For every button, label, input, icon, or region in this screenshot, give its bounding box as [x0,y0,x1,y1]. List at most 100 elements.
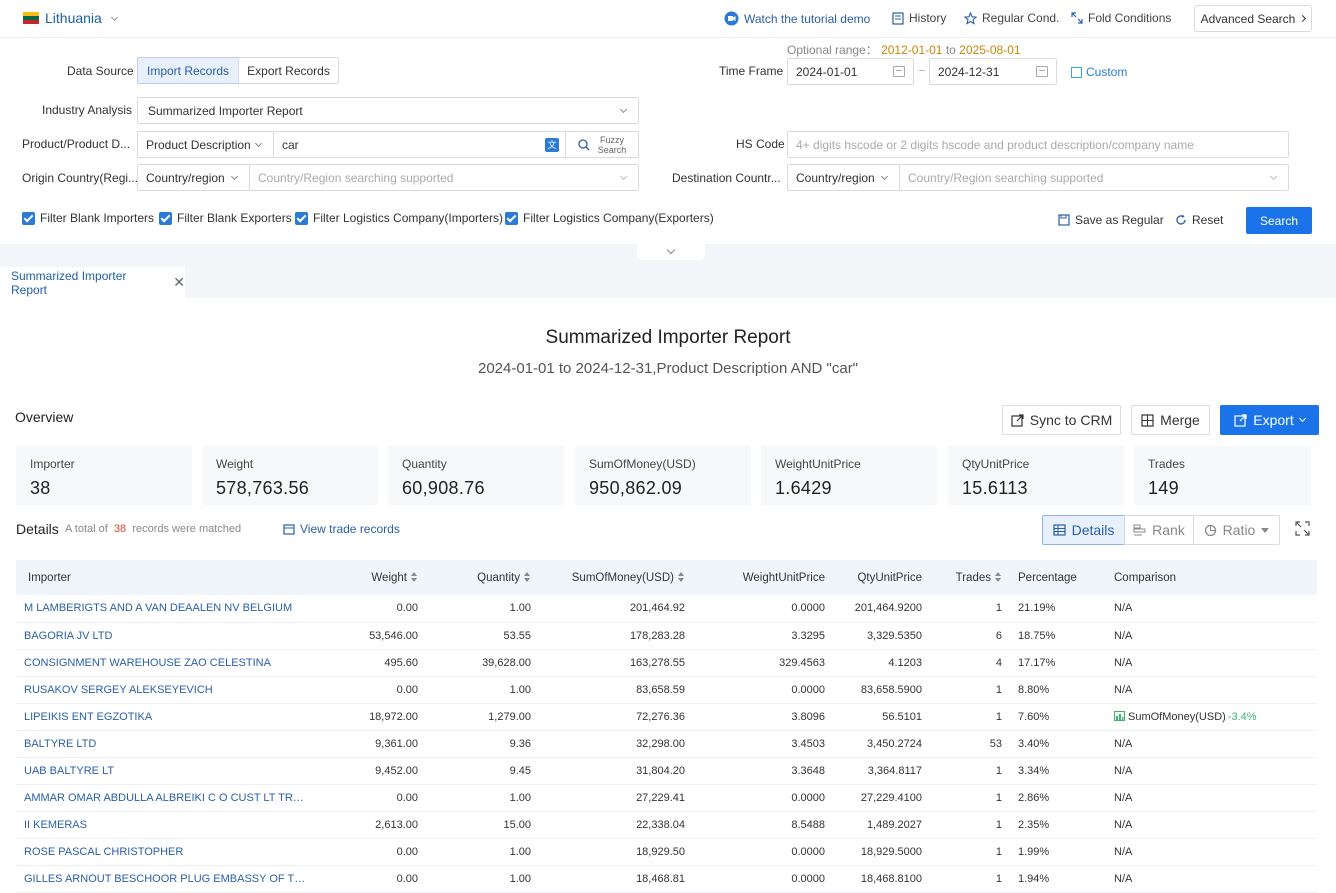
regular-cond-button[interactable]: Regular Cond. [964,11,1059,25]
percentage-cell: 1.94% [1008,865,1108,893]
sort-icon[interactable] [995,572,1002,583]
filter-blank-importers-checkbox[interactable]: Filter Blank Importers [22,211,154,225]
date-start-field[interactable]: 2024-01-01 [787,58,914,85]
industry-analysis-label: Industry Analysis [42,103,133,117]
save-regular-button[interactable]: Save as Regular [1058,213,1164,227]
sync-crm-button[interactable]: Sync to CRM [1002,405,1121,435]
col-sum-of-money[interactable]: SumOfMoney(USD) [537,560,691,595]
trend-chart-icon [1114,710,1128,723]
custom-button[interactable]: Custom [1071,65,1127,79]
reset-button[interactable]: Reset [1175,213,1223,227]
tab-label: Summarized Importer Report [11,268,127,297]
destination-country-input[interactable]: Country/Region searching supported [899,164,1289,191]
col-importer[interactable]: Importer [28,571,71,584]
importer-name-link[interactable]: II KEMERAS [16,811,316,839]
hs-code-label: HS Code [736,137,785,151]
fold-conditions-label: Fold Conditions [1088,11,1172,25]
comparison-cell: N/A [1108,865,1317,893]
importer-name-link[interactable]: M LAMBERIGTS AND A VAN DEAALEN NV BELGIU… [16,595,316,623]
table-row: BAGORIA JV LTD 53,546.00 53.55 178,283.28 3.… [16,622,1317,650]
chevron-down-icon [619,172,628,181]
custom-label: Custom [1086,65,1128,79]
importer-name-link[interactable]: ROSE PASCAL CHRISTOPHER [16,838,316,866]
qty-unit-price-cell: 4.1203 [831,649,928,677]
comparison-delta: -3.4% [1227,710,1257,723]
collapse-toggle[interactable] [637,244,705,260]
col-quantity[interactable]: Quantity [424,560,537,595]
fuzzy-search-label: Fuzzy Search [597,134,627,155]
qty-unit-price-cell: 201,464.9200 [831,595,928,623]
product-type-select[interactable]: Product Description [137,131,274,158]
importer-name-link[interactable]: LIPEIKIS ENT EGZOTIKA [16,703,316,731]
weight-cell: 9,361.00 [316,730,424,758]
table-row: UAB BALTYRE LT 9,452.00 9.45 31,804.20 3.364… [16,757,1317,785]
percentage-cell: 8.80% [1008,676,1108,704]
trades-cell: 1 [928,811,1008,839]
sum-of-money-cell: 22,338.04 [537,811,691,839]
weight-cell: 0.00 [316,595,424,623]
sort-icon[interactable] [678,572,685,583]
importer-name-link[interactable]: BAGORIA JV LTD [16,622,316,650]
product-input[interactable]: car 文 [273,131,566,158]
weight-cell: 9,452.00 [316,757,424,785]
export-button[interactable]: Export [1220,405,1319,435]
sort-icon[interactable] [524,572,531,583]
view-ratio-button[interactable]: Ratio [1193,515,1280,545]
quantity-cell: 53.55 [424,622,537,650]
video-icon [724,11,739,26]
col-trades[interactable]: Trades [928,560,1008,595]
fuzzy-search-toggle[interactable]: Fuzzy Search [565,131,639,158]
importer-name-link[interactable]: BALTYRE LTD [16,730,316,758]
sum-of-money-cell: 32,298.00 [537,730,691,758]
col-weight[interactable]: Weight [316,560,424,595]
importer-name-link[interactable]: GILLES ARNOUT BESCHOOR PLUG EMBASSY OF T… [16,865,316,893]
fullscreen-icon[interactable] [1295,521,1310,536]
export-icon [1234,413,1247,427]
history-button[interactable]: History [892,11,946,25]
fold-conditions-button[interactable]: Fold Conditions [1071,11,1171,25]
importer-name-link[interactable]: UAB BALTYRE LT [16,757,316,785]
weight-unit-price-cell: 0.0000 [691,676,831,704]
weight-cell: 2,613.00 [316,811,424,839]
percentage-cell: 3.34% [1008,757,1108,785]
records-icon [283,523,295,535]
importer-name-link[interactable]: AMMAR OMAR ABDULLA ALBREIKI C O CUST LT … [16,784,316,812]
trades-cell: 1 [928,757,1008,785]
filter-logistics-exporters-checkbox[interactable]: Filter Logistics Company(Exporters) [505,211,714,225]
tutorial-link[interactable]: Watch the tutorial demo [724,11,870,26]
view-rank-button[interactable]: Rank [1124,515,1194,545]
advanced-search-button[interactable]: Advanced Search [1194,5,1312,32]
import-records-tab[interactable]: Import Records [137,57,239,84]
trades-cell: 4 [928,649,1008,677]
search-button[interactable]: Search [1246,207,1312,234]
filter-logistics-importers-checkbox[interactable]: Filter Logistics Company(Importers) [295,211,503,225]
date-end-field[interactable]: 2024-12-31 [929,58,1057,85]
sum-of-money-cell: 178,283.28 [537,622,691,650]
view-trade-records-link[interactable]: View trade records [283,522,400,536]
save-icon [1058,214,1070,226]
tab-summarized-importer-report[interactable]: Summarized Importer Report ✕ [0,267,185,298]
weight-unit-price-cell: 329.4563 [691,649,831,677]
stat-quantity: Quantity 60,908.76 [388,446,564,505]
merge-button[interactable]: Merge [1131,405,1210,435]
importer-name-link[interactable]: RUSAKOV SERGEY ALEKSEYEVICH [16,676,316,704]
weight-cell: 0.00 [316,865,424,893]
sort-icon[interactable] [411,572,418,583]
industry-analysis-select[interactable]: Summarized Importer Report [137,97,639,124]
country-selector[interactable]: Lithuania [45,10,118,26]
weight-cell: 53,546.00 [316,622,424,650]
filter-blank-exporters-checkbox[interactable]: Filter Blank Exporters [159,211,292,225]
export-records-tab[interactable]: Export Records [238,57,339,84]
time-frame-label: Time Frame [719,64,784,78]
hs-code-input[interactable]: 4+ digits hscode or 2 digits hscode and … [787,131,1289,158]
lithuania-flag-icon [23,12,39,24]
fold-icon [1071,12,1083,24]
sum-of-money-cell: 27,229.41 [537,784,691,812]
origin-country-input[interactable]: Country/Region searching supported [249,164,639,191]
view-details-button[interactable]: Details [1042,515,1125,545]
importer-name-link[interactable]: CONSIGNMENT WAREHOUSE ZAO CELESTINA [16,649,316,677]
origin-type-select[interactable]: Country/region [137,164,250,191]
destination-type-select[interactable]: Country/region [787,164,900,191]
weight-unit-price-cell: 8.5488 [691,811,831,839]
close-icon[interactable]: ✕ [173,274,185,290]
